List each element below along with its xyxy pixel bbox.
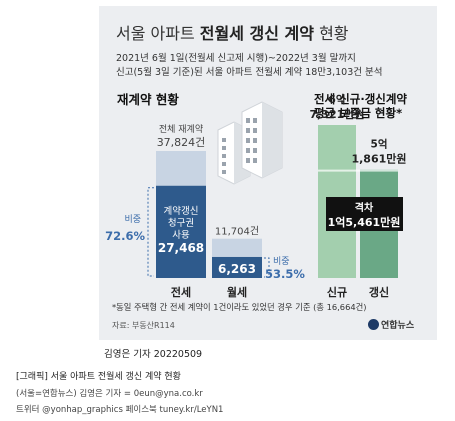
renewal-value-label: 6,263 [218,262,256,276]
inner-label-line: 사용 [172,230,190,241]
building-window [246,158,250,163]
deposit-heading-line1: 전세 신규·갱신계약 [314,92,408,106]
ratio-title-jeonse: 비중 [124,214,141,225]
building-window [222,154,226,158]
x-tick-label: 갱신 [369,285,389,299]
building-window [246,118,250,123]
x-tick-label: 신규 [327,285,347,299]
yonhap-logo: 연합뉴스 [368,319,414,331]
x-tick-label: 전세 [171,285,191,299]
ratio-value-jeonse: 72.6% [105,229,145,243]
gap-line [318,169,398,172]
caption-social: 트위터 @yonhap_graphics 페이스북 tuney.kr/LeYN1 [16,405,224,415]
subtitle-line2: 신고(5월 3일 기준)된 서울 아파트 전월세 계약 18만3,103건 분석 [116,67,383,78]
deposit-value-line2: 1,861만원 [351,152,406,166]
building-window [222,138,226,142]
caption-credit: (서울=연합뉴스) 김영은 기자 = 0eun@yna.co.kr [16,389,203,399]
ratio-bracket-jeonse [147,187,154,277]
gap-label-line2: 1억5,461만원 [328,215,401,229]
building-window [222,146,226,150]
bar-renewal-0 [156,185,206,278]
inner-label-line: 청구권 [168,217,194,229]
building-window [246,128,250,133]
gap-box [326,197,403,231]
building-window [253,158,257,163]
subtitle-line1: 2021년 6월 1일(전월세 신고제 시행)~2022년 3월 말까지 [116,53,356,64]
building-window [253,128,257,133]
caption-title: [그래픽] 서울 아파트 전월세 갱신 계약 현황 [16,372,181,382]
building-window [246,148,250,153]
total-value-label: 37,824건 [157,136,206,149]
apartment-illustration [217,101,283,185]
inner-label-line: 계약갱신 [164,205,199,217]
bar-renewal-1 [212,256,262,278]
building-right-side [262,102,282,178]
building-window [246,138,250,143]
building-window [253,138,257,143]
ratio-title-wolse: 비중 [273,256,290,267]
building-window [222,162,226,166]
total-label: 전체 재계약 [159,123,203,135]
x-tick-label: 월세 [227,285,247,299]
total-value-label: 11,704건 [215,226,259,238]
page-title: 서울 아파트 전월세 갱신 계약 현황 [116,24,349,43]
deposit-value-line1: 5억 [371,139,388,151]
renewal-status-heading: 재계약 현황 [117,92,179,107]
footnote: *동일 주택형 간 전세 계약이 1건이라도 있었던 경우 기준 (총 16,6… [112,302,367,312]
gap-label-line1: 격차 [355,201,374,214]
building-window [253,118,257,123]
building-window [253,148,257,153]
deposit-value-line1: 6억 [329,94,346,106]
byline: 김영은 기자 20220509 [104,349,203,360]
source-label: 자료: 부동산R114 [112,321,175,330]
renewal-value-label: 27,468 [158,241,204,255]
ratio-value-wolse: 53.5% [265,267,305,281]
deposit-value-line2: 7,321만원 [309,107,364,121]
logo-icon [368,319,379,330]
building-window [222,170,226,174]
deposit-heading-line2: 평균 보증금 현황* [314,106,403,120]
